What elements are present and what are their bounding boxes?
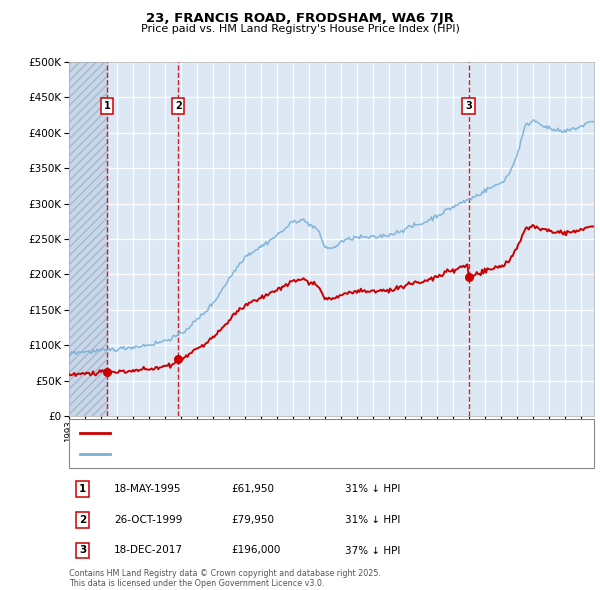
Text: Price paid vs. HM Land Registry's House Price Index (HPI): Price paid vs. HM Land Registry's House … — [140, 24, 460, 34]
Text: Contains HM Land Registry data © Crown copyright and database right 2025.
This d: Contains HM Land Registry data © Crown c… — [69, 569, 381, 588]
Text: £196,000: £196,000 — [231, 546, 280, 555]
Text: 18-DEC-2017: 18-DEC-2017 — [114, 546, 183, 555]
Text: 23, FRANCIS ROAD, FRODSHAM, WA6 7JR: 23, FRANCIS ROAD, FRODSHAM, WA6 7JR — [146, 12, 454, 25]
Text: 1: 1 — [104, 101, 110, 111]
Text: 18-MAY-1995: 18-MAY-1995 — [114, 484, 182, 494]
Text: 23, FRANCIS ROAD, FRODSHAM, WA6 7JR (detached house): 23, FRANCIS ROAD, FRODSHAM, WA6 7JR (det… — [117, 428, 408, 438]
Text: 1: 1 — [79, 484, 86, 494]
Bar — [69, 62, 107, 416]
Text: 3: 3 — [79, 546, 86, 555]
Text: £79,950: £79,950 — [231, 515, 274, 525]
Text: 31% ↓ HPI: 31% ↓ HPI — [345, 515, 400, 525]
Text: 2: 2 — [175, 101, 182, 111]
Text: 3: 3 — [465, 101, 472, 111]
Text: HPI: Average price, detached house, Cheshire West and Chester: HPI: Average price, detached house, Ches… — [117, 450, 431, 460]
Text: 26-OCT-1999: 26-OCT-1999 — [114, 515, 182, 525]
Text: 31% ↓ HPI: 31% ↓ HPI — [345, 484, 400, 494]
Text: 2: 2 — [79, 515, 86, 525]
Text: £61,950: £61,950 — [231, 484, 274, 494]
Bar — [69, 62, 107, 416]
Text: 37% ↓ HPI: 37% ↓ HPI — [345, 546, 400, 555]
